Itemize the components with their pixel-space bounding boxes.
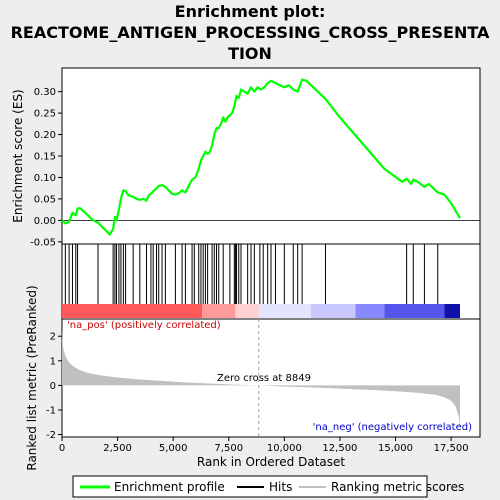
metric-y-tick-label: 0 <box>50 381 56 392</box>
metric-y-tick-label: -1 <box>46 405 56 416</box>
metric-panel: -2 -1 0 1 2 0 2,500 5,000 7,500 10,000 12,500 15,0… <box>25 285 481 471</box>
es-line-layer <box>61 78 480 236</box>
es-y-tick-label: -0.05 <box>30 237 56 248</box>
ranking-heatmap-bar <box>62 304 460 318</box>
heatmap-band <box>384 304 445 318</box>
plot-title: Enrichment plot: REACTOME_ANTIGEN_PROCES… <box>11 2 490 63</box>
heatmap-band <box>62 304 203 318</box>
hits-layer <box>64 244 439 304</box>
legend-label-ranking-metric: Ranking metric scores <box>331 480 464 494</box>
metric-y-tick-label: 1 <box>50 356 56 367</box>
heatmap-band <box>311 304 356 318</box>
title-line-2: REACTOME_ANTIGEN_PROCESSING_CROSS_PRESEN… <box>11 23 490 42</box>
legend: Enrichment profile Hits Ranking metric s… <box>72 475 464 498</box>
es-y-tick-label: 0.05 <box>34 194 56 205</box>
metric-panel-frame <box>61 318 481 438</box>
metric-x-axis: 0 2,500 5,000 7,500 10,000 12,500 15,000 17,500 <box>59 437 469 454</box>
metric-x-tick-label: 5,000 <box>159 443 188 454</box>
es-y-tick-label: 0.15 <box>34 152 56 163</box>
metric-y-tick-label: 2 <box>50 332 56 343</box>
metric-y-axis-label: Ranked list metric (PreRanked) <box>25 285 39 470</box>
metric-x-tick-label: 12,500 <box>322 443 357 454</box>
es-y-tick-label: 0.20 <box>34 130 56 141</box>
es-panel-frame <box>61 67 481 245</box>
metric-x-tick-label: 0 <box>59 443 65 454</box>
es-y-tick-label: 0.10 <box>34 173 56 184</box>
heatmap-band <box>235 304 259 318</box>
zero-cross-label: Zero cross at 8849 <box>217 373 311 384</box>
metric-x-tick-label: 7,500 <box>214 443 243 454</box>
metric-x-tick-label: 2,500 <box>103 443 132 454</box>
heatmap-band <box>355 304 385 318</box>
es-y-tick-label: 0.25 <box>34 109 56 120</box>
metric-y-tick-label: -2 <box>46 430 56 441</box>
enrichment-profile-line <box>61 78 461 236</box>
metric-x-tick-label: 10,000 <box>267 443 302 454</box>
hits-panel <box>61 243 481 320</box>
legend-label-hits: Hits <box>269 480 292 494</box>
metric-y-axis: -2 -1 0 1 2 <box>46 332 62 441</box>
es-panel: -0.05 0.00 0.05 0.10 0.15 0.20 0.25 0.30 Enrich… <box>11 67 481 248</box>
es-y-axis-label: Enrichment score (ES) <box>11 89 25 222</box>
es-y-axis: -0.05 0.00 0.05 0.10 0.15 0.20 0.25 0.30 <box>30 87 62 248</box>
es-y-tick-label: 0.30 <box>34 87 56 98</box>
title-line-1: Enrichment plot: <box>175 2 326 21</box>
title-line-3: TION <box>228 44 272 63</box>
heatmap-band <box>444 304 460 318</box>
heatmap-band <box>202 304 236 318</box>
es-y-tick-label: 0.00 <box>34 216 56 227</box>
metric-x-tick-label: 15,000 <box>378 443 413 454</box>
na-pos-label: 'na_pos' (positively correlated) <box>67 320 221 331</box>
heatmap-band <box>258 304 312 318</box>
metric-x-tick-label: 17,500 <box>434 443 469 454</box>
legend-label-enrichment-profile: Enrichment profile <box>114 480 225 494</box>
na-neg-label: 'na_neg' (negatively correlated) <box>313 422 472 433</box>
metric-x-axis-label: Rank in Ordered Dataset <box>197 455 345 469</box>
